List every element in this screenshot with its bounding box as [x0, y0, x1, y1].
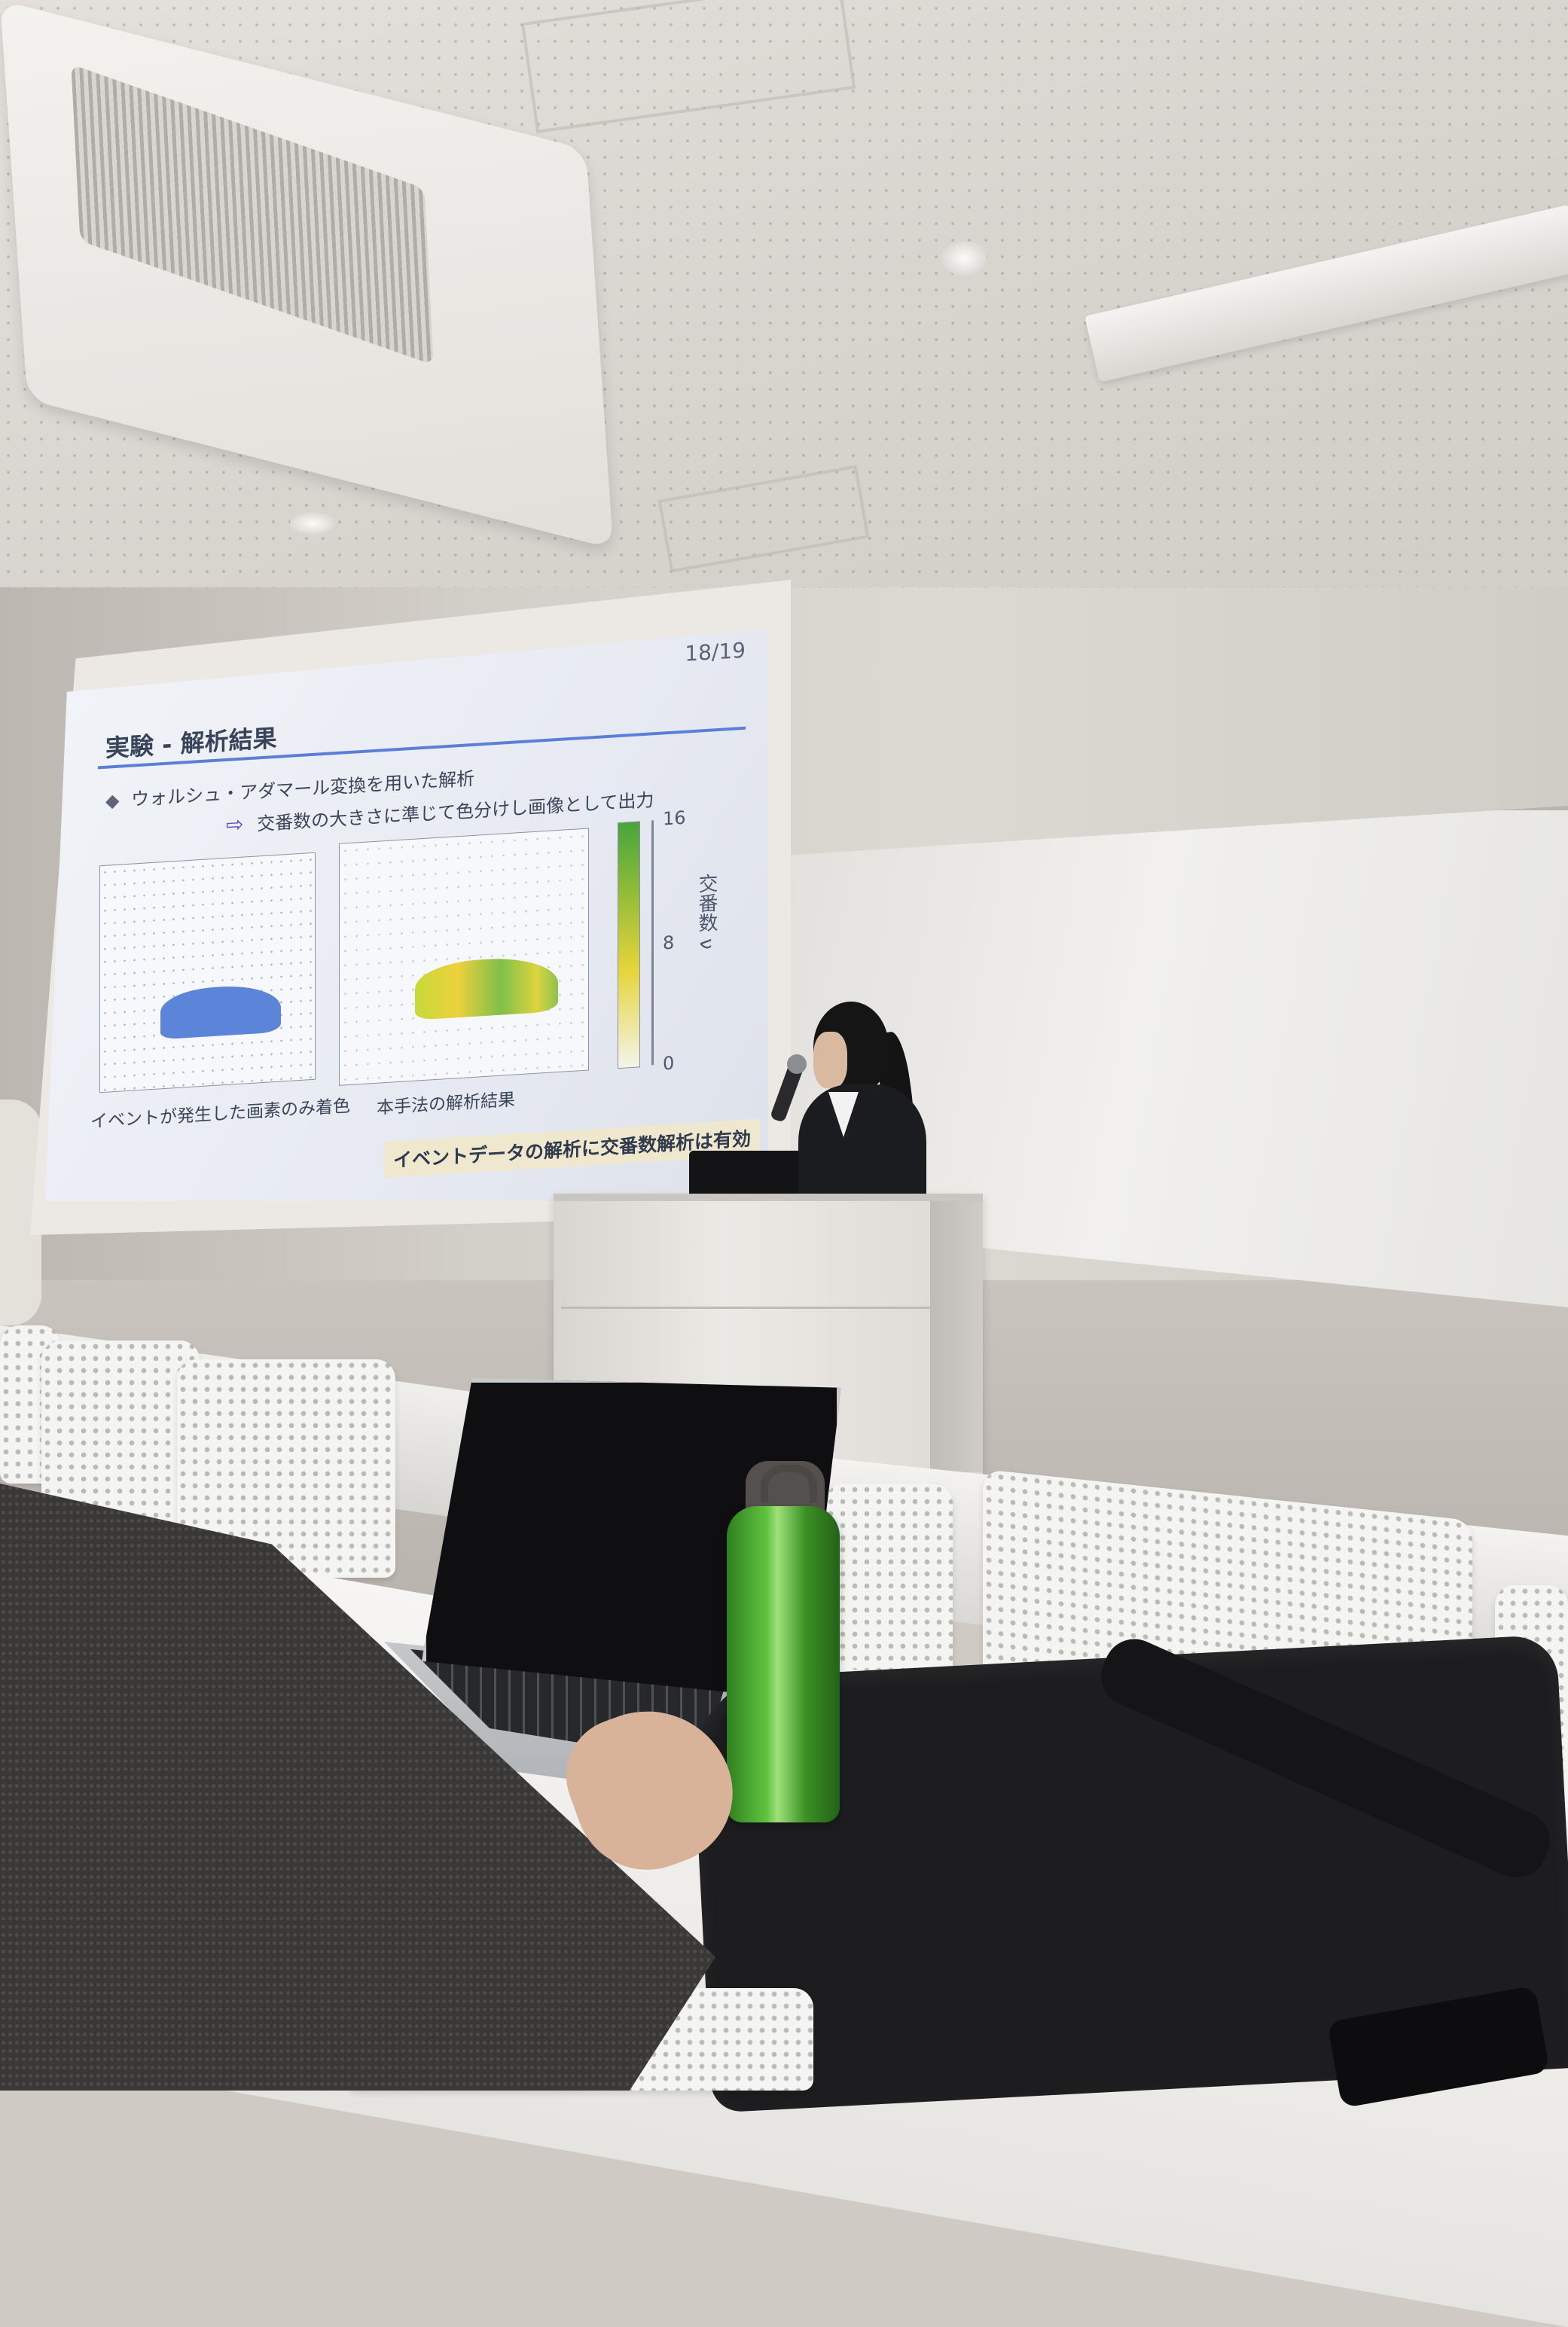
colorbar-axis: [651, 820, 654, 1066]
microphone-head: [787, 1054, 807, 1074]
green-water-bottle: [727, 1506, 840, 1822]
ceiling-light: [290, 512, 335, 535]
bottle-cap-loop: [761, 1465, 817, 1502]
right-arrow-icon: ⇨: [226, 811, 244, 837]
chair: [41, 1340, 200, 1529]
right-image-caption: 本手法の解析結果: [377, 1090, 515, 1118]
lectern-panel-line: [561, 1307, 930, 1309]
analysis-result-image: [339, 828, 589, 1086]
lectern-side: [930, 1201, 983, 1472]
slide-content: 18/19 実験 - 解析結果 ◆ ウォルシュ・アダマール変換を用いた解析 ⇨ …: [90, 636, 768, 1179]
presenter: [769, 1002, 926, 1228]
event-pixels-image: [99, 852, 316, 1093]
left-image-caption: イベントが発生した画素のみ着色: [90, 1096, 350, 1132]
colorbar-tick-mid: 8: [663, 932, 675, 954]
car-silhouette-heatmap: [415, 955, 558, 1020]
colorbar: [618, 821, 640, 1069]
colorbar-label: 交番数 ν: [695, 873, 718, 950]
colorbar-tick-min: 0: [663, 1052, 675, 1075]
diamond-icon: ◆: [105, 789, 120, 812]
ceiling-light: [941, 241, 987, 276]
slide-page-number: 18/19: [685, 637, 746, 666]
colorbar-tick-max: 16: [663, 807, 686, 830]
presenter-face: [813, 1032, 847, 1088]
car-silhouette-blue: [160, 983, 281, 1040]
